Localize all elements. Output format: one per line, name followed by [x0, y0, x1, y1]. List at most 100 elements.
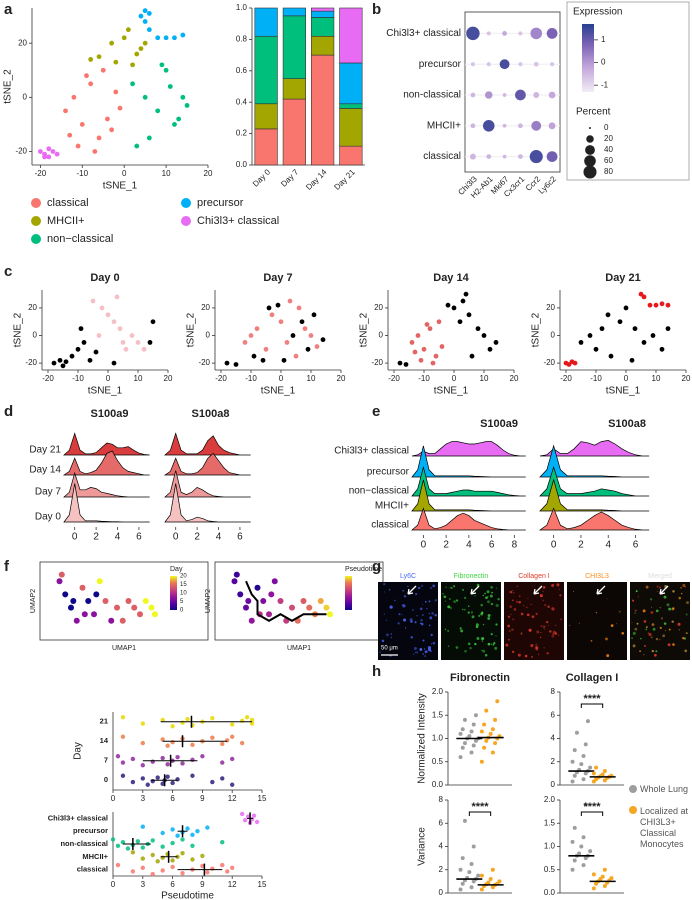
point: [180, 761, 185, 766]
x-axis-label: UMAP1: [112, 645, 136, 652]
signal: [480, 603, 483, 607]
image-label: Merged: [648, 573, 672, 580]
bar-segment: [254, 35, 278, 105]
dot: [548, 122, 556, 130]
point: [114, 604, 120, 611]
point: [131, 604, 138, 611]
panel-label: f: [4, 558, 10, 575]
signal: [621, 631, 625, 635]
panel-label: a: [4, 1, 13, 18]
density: [63, 432, 150, 456]
x-tick-label: 8: [512, 540, 518, 551]
point: [190, 843, 195, 848]
point: [641, 340, 647, 345]
point: [170, 840, 175, 846]
point: [487, 346, 493, 352]
signal: [655, 637, 659, 641]
point: [260, 357, 266, 363]
x-tick-label: 4: [216, 532, 222, 543]
signal: [524, 654, 528, 658]
point: [210, 866, 215, 871]
dot: [548, 91, 556, 99]
point: [572, 773, 577, 778]
point: [467, 870, 472, 875]
bar-segment: [339, 108, 363, 147]
signal: [632, 599, 635, 602]
point: [160, 781, 165, 787]
micrograph: [567, 582, 627, 660]
dot: [518, 31, 523, 36]
point: [125, 598, 132, 604]
plot-frame: [464, 11, 561, 173]
signal: [545, 620, 549, 624]
point: [180, 871, 185, 876]
signal: [464, 649, 467, 653]
signal: [383, 582, 386, 586]
bar-segment: [339, 7, 363, 64]
signal: [447, 629, 450, 632]
point: [600, 772, 605, 777]
point: [46, 154, 52, 160]
signal: [402, 618, 407, 622]
point: [130, 869, 136, 874]
point: [134, 143, 140, 149]
signal: [659, 639, 661, 641]
signal: [647, 632, 649, 634]
y-tick-label: 0.6: [236, 66, 248, 75]
signal: [453, 600, 456, 604]
signal: [539, 594, 543, 598]
panel-label: h: [372, 663, 381, 680]
signal: [434, 614, 437, 617]
point: [120, 773, 126, 778]
signal: [482, 594, 484, 597]
point: [436, 319, 442, 325]
point: [130, 81, 135, 87]
signal: [666, 603, 670, 607]
signal: [401, 604, 404, 606]
point: [63, 108, 68, 114]
y-tick-label: 0: [33, 331, 38, 340]
signal: [525, 606, 528, 609]
significance-bracket: [580, 811, 604, 816]
x-tick-label: 6: [170, 794, 175, 803]
point: [142, 40, 148, 46]
arrow: [596, 585, 606, 595]
point: [320, 337, 326, 343]
row-label: classical: [423, 151, 461, 162]
signal: [447, 645, 450, 647]
signal: [643, 644, 646, 647]
point: [650, 333, 656, 338]
bar-segment: [339, 62, 363, 105]
signal: [381, 639, 385, 643]
signal: [422, 652, 425, 656]
x-tick-label: 10: [307, 374, 316, 383]
size-key-label: 0: [604, 123, 609, 132]
point: [469, 750, 474, 755]
signal: [449, 606, 452, 609]
point: [302, 326, 308, 332]
legend-box: [566, 1, 690, 181]
size-key: [583, 165, 597, 179]
point: [88, 57, 94, 62]
y-tick-label: 21: [100, 717, 108, 726]
point: [570, 779, 575, 784]
signal: [491, 591, 493, 594]
point: [140, 740, 145, 746]
point: [570, 839, 575, 844]
point: [142, 19, 148, 24]
signal: [655, 609, 659, 613]
signal: [656, 585, 659, 588]
signal: [470, 611, 474, 614]
signal: [430, 633, 433, 637]
signal: [490, 602, 494, 606]
dot: [550, 62, 555, 67]
signal: [481, 611, 484, 614]
y-tick-label: 4: [439, 842, 444, 851]
y-tick-label: 1.5: [544, 818, 556, 827]
point: [242, 340, 248, 345]
signal: [639, 637, 642, 640]
legend-marker: [31, 198, 41, 208]
row-label: Chi3l3+ classical: [334, 446, 409, 457]
point: [245, 598, 252, 604]
point: [58, 571, 65, 578]
